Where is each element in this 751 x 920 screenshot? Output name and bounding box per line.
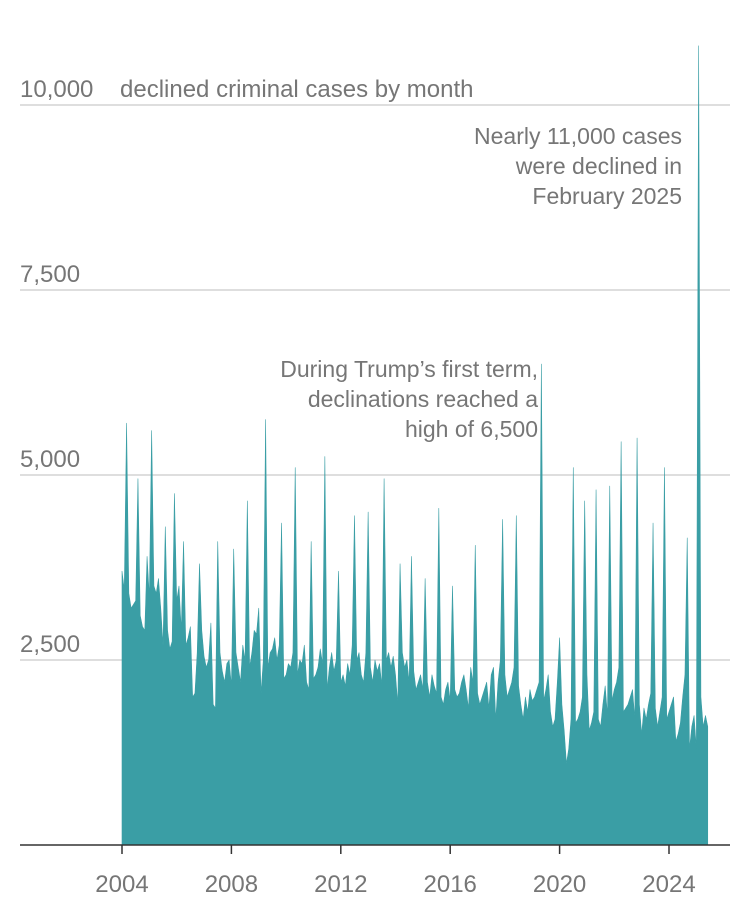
- y-tick-label: 5,000: [20, 446, 80, 473]
- annotation: Nearly 11,000 cases: [474, 123, 682, 149]
- x-tick-label: 2008: [205, 871, 258, 898]
- x-tick-label: 2012: [314, 871, 367, 898]
- area: [121, 45, 709, 846]
- annotation: During Trump’s first term,: [280, 356, 538, 382]
- y-tick-label: 2,500: [20, 631, 80, 658]
- annotation: were declined in: [515, 153, 682, 179]
- y-tick-label: 7,500: [20, 261, 80, 288]
- x-tick-label: 2016: [424, 871, 477, 898]
- x-tick-label: 2004: [95, 871, 148, 898]
- y-axis-label: declined criminal cases by month: [120, 76, 474, 103]
- annotation: February 2025: [532, 183, 682, 209]
- annotation: declinations reached a: [308, 386, 538, 412]
- annotation: high of 6,500: [405, 416, 538, 442]
- x-tick-label: 2024: [642, 871, 695, 898]
- x-tick-label: 2020: [533, 871, 586, 898]
- y-tick-label: 10,000: [20, 76, 93, 103]
